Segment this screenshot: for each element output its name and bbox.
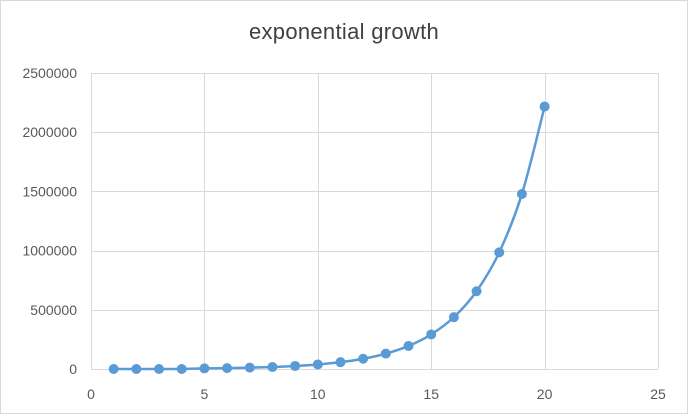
data-point — [539, 101, 550, 112]
y-tick-labels: 0 500000 1000000 1500000 2000000 2500000 — [22, 65, 77, 377]
x-tick-label: 10 — [310, 386, 326, 402]
vertical-gridlines — [91, 73, 659, 369]
series-line — [112, 105, 546, 371]
x-tick-label: 5 — [201, 386, 209, 402]
data-point — [176, 363, 187, 374]
data-point — [358, 353, 369, 364]
data-point — [154, 363, 165, 374]
x-tick-label: 20 — [537, 386, 553, 402]
data-point — [380, 348, 391, 359]
chart-title: exponential growth — [248, 19, 440, 44]
data-point — [108, 363, 119, 374]
data-point — [494, 247, 505, 258]
y-tick-label: 2000000 — [22, 124, 77, 140]
data-point — [312, 359, 323, 370]
data-point — [516, 189, 527, 200]
data-point — [471, 286, 482, 297]
data-point — [222, 363, 233, 374]
horizontal-gridlines — [91, 73, 658, 370]
data-point — [403, 340, 414, 351]
data-point — [426, 329, 437, 340]
y-tick-label: 1000000 — [22, 243, 77, 259]
data-point — [335, 357, 346, 368]
x-tick-label: 25 — [650, 386, 666, 402]
x-tick-label: 15 — [423, 386, 439, 402]
series-layer — [108, 101, 550, 374]
data-point — [267, 361, 278, 372]
data-point — [290, 360, 301, 371]
y-tick-label: 2500000 — [22, 65, 77, 81]
data-point — [448, 312, 459, 323]
data-point — [244, 362, 255, 373]
y-tick-label: 500000 — [30, 302, 77, 318]
y-tick-label: 0 — [69, 361, 77, 377]
data-point — [199, 363, 210, 374]
data-point — [131, 363, 142, 374]
y-tick-label: 1500000 — [22, 183, 77, 199]
x-tick-label: 0 — [87, 386, 95, 402]
x-tick-labels: 0 5 10 15 20 25 — [87, 386, 666, 402]
